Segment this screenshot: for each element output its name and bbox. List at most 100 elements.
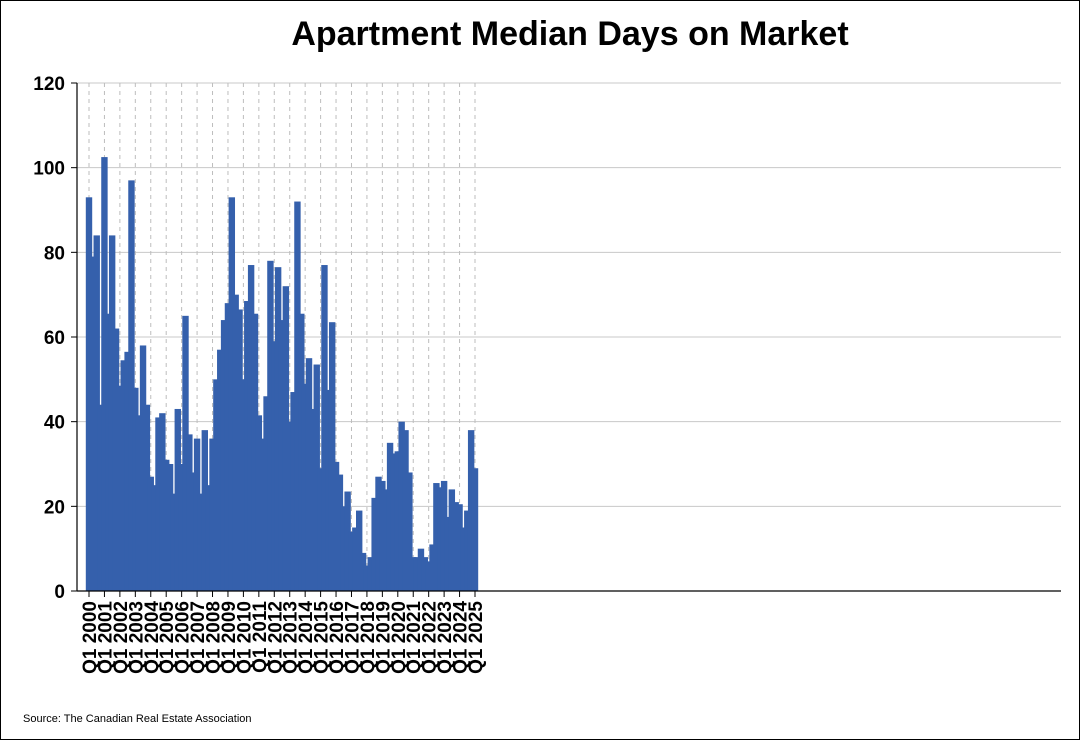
x-tick-label: Q1 2001 bbox=[95, 601, 116, 674]
axes bbox=[71, 82, 1061, 597]
bar bbox=[456, 504, 463, 591]
x-tick-label: Q1 2023 bbox=[435, 601, 456, 674]
x-tick-label: Q1 2009 bbox=[219, 601, 240, 674]
x-tick-label: Q1 2017 bbox=[342, 601, 363, 674]
x-tick-label: Q1 2006 bbox=[173, 601, 194, 674]
bar bbox=[244, 301, 251, 591]
bar bbox=[89, 256, 97, 591]
bar bbox=[452, 502, 459, 591]
bar bbox=[332, 461, 340, 591]
bar bbox=[298, 313, 305, 591]
y-tick-label: 100 bbox=[33, 159, 65, 180]
bar bbox=[209, 438, 216, 591]
y-tick-label: 40 bbox=[44, 413, 65, 434]
bar bbox=[386, 442, 394, 591]
bar bbox=[85, 197, 93, 592]
bar bbox=[325, 389, 332, 591]
bar bbox=[448, 489, 456, 591]
bar bbox=[147, 476, 154, 591]
y-tick-labels: 0 20 40 60 80 100 120 bbox=[33, 74, 65, 603]
bar bbox=[467, 430, 475, 591]
y-tick-label: 20 bbox=[44, 497, 65, 518]
bar bbox=[247, 265, 255, 591]
bar bbox=[159, 413, 166, 591]
bar bbox=[278, 320, 286, 591]
bar bbox=[363, 565, 371, 591]
bar bbox=[437, 487, 444, 591]
x-tick-label: Q1 2000 bbox=[80, 601, 101, 674]
bar bbox=[375, 476, 382, 591]
chart-title: Apartment Median Days on Market bbox=[291, 15, 849, 53]
bar bbox=[317, 468, 324, 591]
bar bbox=[220, 320, 228, 591]
bar bbox=[417, 548, 425, 591]
bar bbox=[93, 235, 100, 591]
bar bbox=[259, 438, 266, 591]
x-tick-label: Q1 2021 bbox=[404, 601, 425, 674]
bar bbox=[197, 493, 205, 591]
bar bbox=[217, 349, 224, 591]
bar bbox=[305, 358, 313, 591]
bar bbox=[286, 421, 293, 591]
bar bbox=[101, 157, 108, 592]
bar bbox=[170, 493, 178, 591]
source-note: Source: The Canadian Real Estate Associa… bbox=[23, 713, 252, 725]
bar bbox=[471, 468, 479, 591]
bar bbox=[367, 557, 374, 591]
x-tick-label: Q1 2002 bbox=[111, 601, 132, 674]
bar bbox=[251, 313, 259, 591]
bar bbox=[379, 480, 386, 591]
x-tick-label: Q1 2010 bbox=[234, 601, 255, 674]
bar bbox=[240, 379, 247, 591]
bar bbox=[433, 483, 440, 591]
bar bbox=[124, 351, 131, 591]
y-tick-label: 0 bbox=[54, 582, 65, 603]
bar bbox=[294, 201, 301, 592]
bar bbox=[413, 557, 421, 591]
bar bbox=[128, 180, 135, 591]
bar bbox=[178, 464, 185, 591]
bar bbox=[383, 489, 390, 591]
bar bbox=[352, 527, 359, 591]
bar bbox=[328, 322, 336, 591]
x-tick-label: Q1 2003 bbox=[126, 601, 147, 674]
x-tick-label: Q1 2008 bbox=[204, 601, 225, 674]
bar bbox=[356, 510, 363, 591]
bar bbox=[444, 516, 452, 591]
bar bbox=[139, 345, 147, 591]
bar bbox=[440, 480, 448, 591]
bar bbox=[406, 472, 413, 591]
x-tick-label: Q1 2011 bbox=[250, 601, 271, 673]
x-tick-label: Q1 2018 bbox=[358, 601, 379, 674]
bar bbox=[205, 485, 212, 591]
x-tick-label: Q1 2015 bbox=[312, 601, 333, 674]
bar bbox=[228, 197, 236, 592]
bar bbox=[174, 408, 181, 591]
bar bbox=[348, 531, 355, 591]
bar bbox=[135, 415, 143, 591]
bar bbox=[371, 497, 378, 591]
bar bbox=[143, 404, 151, 591]
bar bbox=[410, 557, 417, 591]
bar bbox=[421, 557, 429, 591]
x-tick-label: Q1 2007 bbox=[188, 601, 209, 674]
bar bbox=[108, 235, 116, 591]
bar bbox=[213, 379, 220, 591]
x-tick-label: Q1 2014 bbox=[296, 601, 317, 674]
x-tick-label: Q1 2020 bbox=[389, 601, 410, 674]
bars bbox=[85, 157, 479, 592]
bar bbox=[105, 313, 112, 591]
bar bbox=[190, 472, 197, 591]
bar bbox=[263, 396, 270, 591]
bar bbox=[309, 408, 317, 591]
y-tick-label: 60 bbox=[44, 328, 65, 349]
bar bbox=[425, 561, 432, 591]
bar bbox=[301, 383, 309, 591]
bar bbox=[224, 303, 232, 591]
x-tick-label: Q1 2016 bbox=[327, 601, 348, 674]
bar bbox=[321, 265, 328, 591]
bar bbox=[267, 260, 274, 591]
x-tick-label: Q1 2022 bbox=[420, 601, 441, 674]
bar bbox=[255, 415, 263, 591]
